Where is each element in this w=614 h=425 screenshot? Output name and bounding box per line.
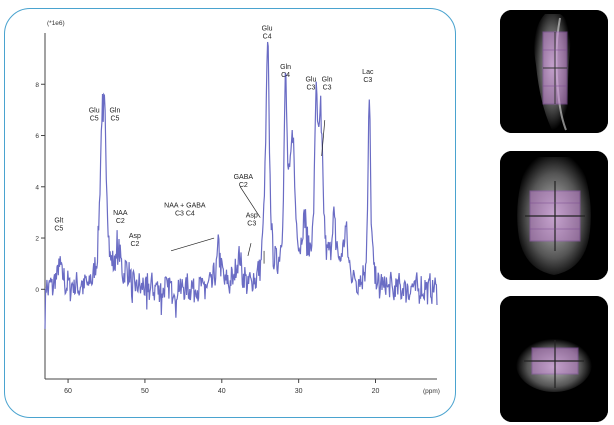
y-tick-label: 8 [35, 82, 39, 89]
spectrum-panel: 60 50 40 30 20 0 2 4 6 8 (*1e6) (ppm) Glt C5 Glu C5 Gln C… [4, 8, 456, 418]
sagittal-mri-image [500, 10, 608, 133]
nmr-spectrum-chart: 60 50 40 30 20 0 2 4 6 8 (*1e6) (ppm) Glt C5 Glu C5 Gln C… [35, 20, 440, 395]
x-tick-label: 30 [295, 388, 303, 395]
annotation-leader [321, 120, 326, 157]
peak-annotation: Asp C2 [129, 233, 141, 248]
peak-annotation: Gln C4 [280, 64, 291, 79]
peak-annotation: Glu C5 [89, 107, 100, 122]
peak-annotation: Glt C5 [54, 218, 63, 233]
axial-mri-image [500, 296, 608, 422]
y-tick-label: 6 [35, 133, 39, 140]
spectrum-line [44, 41, 438, 329]
x-tick-label: 20 [372, 388, 380, 395]
peak-annotation: GABA C2 [234, 174, 254, 189]
peak-annotation: Gln C3 [322, 77, 333, 92]
peak-annotation: Asp C3 [246, 213, 258, 228]
x-tick-label: 50 [141, 388, 149, 395]
y-tick-label: 0 [35, 287, 39, 294]
annotation-leader [239, 186, 261, 218]
y-tick-label: 2 [35, 236, 39, 243]
peak-annotation: Gln C5 [109, 107, 120, 122]
peak-annotation: Lac C3 [362, 69, 374, 84]
x-axis-label: (ppm) [423, 388, 440, 395]
y-unit-label: (*1e6) [47, 20, 65, 27]
peak-annotation: Glu C4 [262, 25, 273, 40]
peak-annotation: Glu C3 [305, 77, 316, 92]
coronal-mri-image [500, 151, 608, 280]
y-tick-label: 4 [35, 184, 39, 191]
x-tick-label: 60 [64, 388, 72, 395]
x-tick-label: 40 [218, 388, 226, 395]
peak-annotation: NAA + GABA C3 C4 [164, 202, 206, 217]
annotation-leader [170, 237, 215, 252]
peak-annotation: NAA C2 [113, 210, 128, 225]
annotation-leader [247, 243, 252, 257]
